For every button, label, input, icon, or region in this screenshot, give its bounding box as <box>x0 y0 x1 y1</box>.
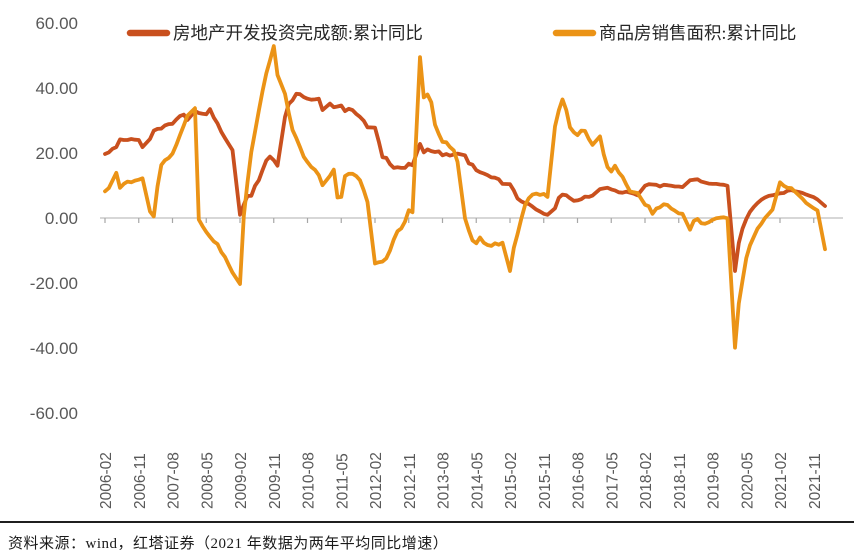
x-tick-label: 2021-11 <box>807 453 824 509</box>
x-tick-label: 2006-11 <box>132 453 149 509</box>
x-tick-label: 2019-08 <box>706 452 723 509</box>
y-tick-label: 60.00 <box>35 14 78 33</box>
x-tick-label: 2018-11 <box>672 453 689 509</box>
x-tick-label: 2015-02 <box>503 452 520 509</box>
x-tick-label: 2010-08 <box>301 452 318 509</box>
x-tick-label: 2017-05 <box>604 452 621 509</box>
y-tick-label: 0.00 <box>45 209 78 228</box>
x-tick-label: 2006-02 <box>98 452 115 509</box>
x-tick-label: 2021-02 <box>773 452 790 509</box>
legend-label: 商品房销售面积:累计同比 <box>599 23 796 43</box>
x-tick-label: 2009-02 <box>233 452 250 509</box>
x-tick-label: 2008-05 <box>199 452 216 509</box>
x-tick-label: 2014-05 <box>469 452 486 509</box>
x-tick-label: 2018-02 <box>638 452 655 509</box>
x-axis-labels: 2006-02 2006-11 2007-08 2008-05 2009-02 2009-… <box>98 452 824 509</box>
y-axis-labels: 60.00 40.00 20.00 0.00 -20.00 -40.00 -60.00 <box>30 14 78 423</box>
series-line-sales <box>103 44 827 350</box>
x-tick-label: 2012-02 <box>368 452 385 509</box>
x-tick-label: 2007-08 <box>166 452 183 509</box>
x-tick-label: 2012-11 <box>402 453 419 509</box>
source-note: 资料来源：wind，红塔证券（2021 年数据为两年平均同比增速） <box>0 521 854 560</box>
y-tick-label: -40.00 <box>30 339 78 358</box>
x-tick-label: 2009-11 <box>267 453 284 509</box>
line-chart: 60.00 40.00 20.00 0.00 -20.00 -40.00 -60.00 200… <box>30 14 843 509</box>
legend-item-sales: 商品房销售面积:累计同比 <box>552 23 796 43</box>
y-tick-label: 20.00 <box>35 144 78 163</box>
x-tick-label: 2011-05 <box>334 453 351 509</box>
series-line-investment <box>103 91 827 273</box>
y-tick-label: -20.00 <box>30 274 78 293</box>
x-tick-label: 2016-08 <box>571 452 588 509</box>
chart-area: 60.00 40.00 20.00 0.00 -20.00 -40.00 -60.00 200… <box>30 14 843 509</box>
x-tick-label: 2020-05 <box>739 452 756 509</box>
x-tick-label: 2013-08 <box>436 452 453 509</box>
y-tick-label: -60.00 <box>30 404 78 423</box>
x-tick-label: 2015-11 <box>537 453 554 509</box>
x-axis-ticks <box>104 218 815 223</box>
legend-item-investment: 房地产开发投资完成额:累计同比 <box>126 23 423 43</box>
legend-label: 房地产开发投资完成额:累计同比 <box>173 23 423 43</box>
y-tick-label: 40.00 <box>35 79 78 98</box>
